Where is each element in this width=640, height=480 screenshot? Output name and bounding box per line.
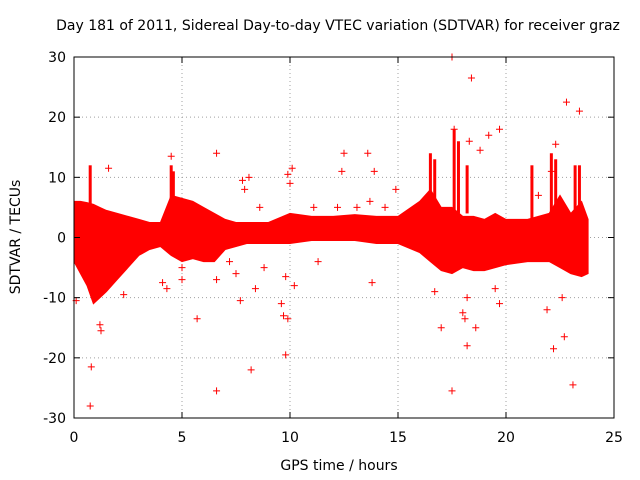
data-point [96,321,104,329]
data-point [236,297,244,305]
data-point [467,74,475,82]
data-point [213,149,221,157]
data-point [159,279,167,287]
data-point [282,351,290,359]
data-point [370,167,378,175]
data-point [247,366,255,374]
data-point [550,345,558,353]
data-point [290,282,298,290]
data-point [463,294,471,302]
data-point [476,146,484,154]
data-point [280,312,288,320]
data-point [334,203,342,211]
x-axis-label: GPS time / hours [280,458,397,474]
y-tick-label: -20 [43,351,66,367]
data-point [496,300,504,308]
axis-ticks [73,56,615,419]
data-point [534,191,542,199]
x-tick-label: 5 [178,430,187,446]
data-point [431,288,439,296]
x-tick-label: 25 [605,430,623,446]
y-tick-label: 30 [48,50,66,66]
data-point [496,125,504,133]
data-point [364,149,372,157]
data-point [163,285,171,293]
data-point [353,203,361,211]
data-point [238,176,246,184]
data-point [288,164,296,172]
y-axis-label: SDTVAR / TECUs [8,180,24,295]
data-point [547,167,555,175]
data-point [338,167,346,175]
data-point [226,258,234,266]
data-point [562,98,570,106]
y-tick-label: -10 [43,291,66,307]
data-point [310,203,318,211]
data-point [286,179,294,187]
x-tick-label: 15 [389,430,407,446]
data-point [260,264,268,272]
data-point [213,276,221,284]
data-point [465,137,473,145]
data-points [72,53,589,410]
data-point [241,185,249,193]
data-point [569,381,577,389]
data-point [366,197,374,205]
data-point [381,203,389,211]
data-point [459,309,467,317]
data-point [543,306,551,314]
data-point [472,324,480,332]
data-band [73,188,589,305]
data-point [178,276,186,284]
data-point [120,291,128,299]
data-point [213,387,221,395]
data-point [97,327,105,335]
data-point [282,273,290,281]
y-tick-label: 10 [48,170,66,186]
data-point [167,152,175,160]
data-point [284,170,292,178]
data-point [251,285,259,293]
data-point [232,270,240,278]
x-tick-label: 0 [70,430,79,446]
data-point [461,315,469,323]
data-point [485,131,493,139]
chart-title: Day 181 of 2011, Sidereal Day-to-day VTE… [56,18,620,34]
y-tick-label: 0 [57,231,66,247]
data-point [256,203,264,211]
data-point [245,173,253,181]
data-point [284,315,292,323]
data-point [437,324,445,332]
data-point [552,140,560,148]
data-point [314,258,322,266]
data-point [87,363,95,371]
data-point [193,315,201,323]
data-point [340,149,348,157]
x-tick-label: 20 [497,430,515,446]
x-tick-labels: 0 5 10 15 20 25 [70,430,623,446]
data-point [86,402,94,410]
data-point [277,300,285,308]
data-point [491,285,499,293]
data-point [575,107,583,115]
data-point [560,333,568,341]
y-tick-labels: -30 -20 -10 0 10 20 30 [43,50,66,427]
data-point [558,294,566,302]
data-point [368,279,376,287]
data-point [105,164,113,172]
data-point [392,185,400,193]
y-tick-label: 20 [48,110,66,126]
data-point [450,125,458,133]
data-point [448,387,456,395]
data-point [463,342,471,350]
y-tick-label: -30 [43,411,66,427]
data-point [178,264,186,272]
x-tick-label: 10 [281,430,299,446]
